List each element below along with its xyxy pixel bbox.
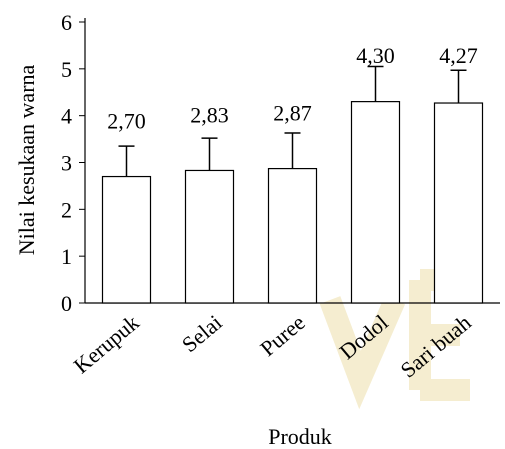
error-bars-group bbox=[118, 65, 467, 177]
x-tick-label: Puree bbox=[255, 310, 309, 361]
y-axis-label: Nilai kesukaan warna bbox=[14, 64, 39, 255]
y-tick-label: 4 bbox=[61, 104, 72, 129]
x-tick-label: Kerupuk bbox=[69, 310, 144, 379]
x-tick-label: Selai bbox=[177, 310, 227, 357]
value-label: 2,87 bbox=[273, 101, 312, 126]
value-label: 2,70 bbox=[107, 109, 146, 134]
x-axis-label: Produk bbox=[268, 424, 332, 449]
bar bbox=[433, 102, 484, 304]
bar bbox=[267, 167, 318, 304]
y-axis bbox=[79, 18, 86, 304]
y-tick-label: 6 bbox=[61, 10, 72, 35]
y-tick-label: 0 bbox=[61, 291, 72, 316]
x-tick-label: Sari buah bbox=[396, 310, 476, 383]
value-labels-group: 2,70 2,83 2,87 4,30 4,27 bbox=[107, 43, 478, 134]
bars-group bbox=[101, 101, 484, 304]
value-label: 2,83 bbox=[190, 102, 229, 127]
value-label: 4,30 bbox=[356, 43, 395, 68]
y-tick-label: 1 bbox=[61, 244, 72, 269]
bar bbox=[101, 175, 152, 304]
y-tick-labels-group: 0 1 2 3 4 5 6 bbox=[61, 10, 72, 316]
y-tick-label: 2 bbox=[61, 197, 72, 222]
bar bbox=[184, 169, 235, 304]
value-label: 4,27 bbox=[439, 43, 478, 68]
bar bbox=[350, 101, 401, 304]
y-tick-label: 5 bbox=[61, 57, 72, 82]
y-tick-label: 3 bbox=[61, 151, 72, 176]
